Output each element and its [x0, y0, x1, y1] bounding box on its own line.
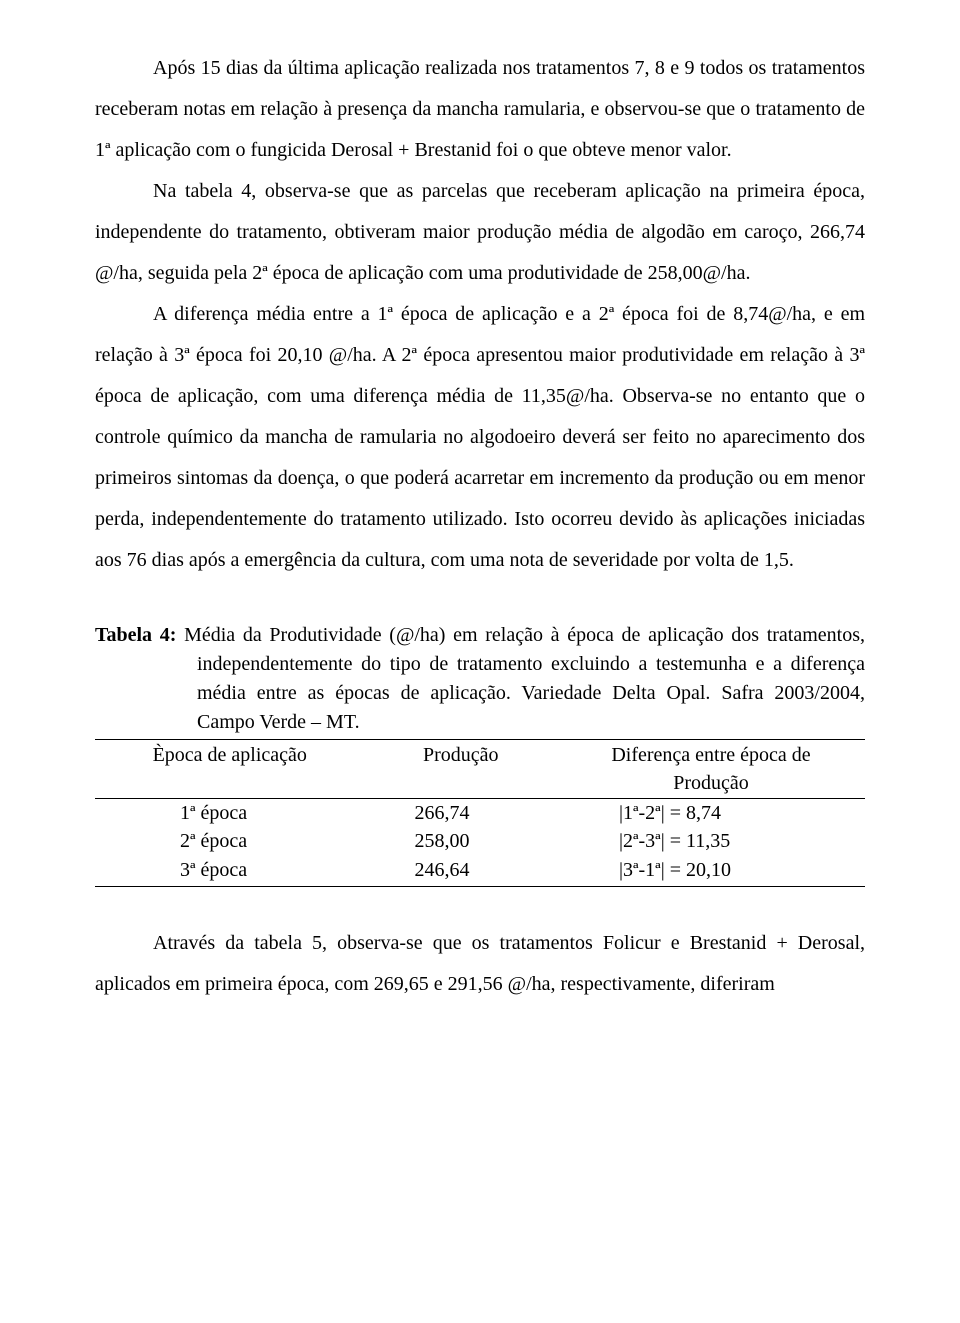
body-paragraph-3: A diferença média entre a 1ª época de ap…: [95, 294, 865, 581]
cell-prod: 258,00: [365, 827, 558, 855]
cell-diff: |3ª-1ª| = 20,10: [557, 856, 865, 887]
cell-epoca: 3ª época: [95, 856, 365, 887]
cell-epoca: 2ª época: [95, 827, 365, 855]
table-4-label: Tabela 4:: [95, 624, 176, 646]
cell-prod: 246,64: [365, 856, 558, 887]
table-4-caption: Tabela 4: Média da Produtividade (@/ha) …: [95, 621, 865, 737]
table-4-caption-text: Média da Produtividade (@/ha) em relação…: [184, 624, 865, 733]
table-header-row: Època de aplicação Produção Diferença en…: [95, 740, 865, 799]
table-row: 2ª época 258,00 |2ª-3ª| = 11,35: [95, 827, 865, 855]
table-header-diff-line1: Diferença entre época de: [611, 744, 810, 766]
body-paragraph-1: Após 15 dias da última aplicação realiza…: [95, 48, 865, 171]
table-row: 3ª época 246,64 |3ª-1ª| = 20,10: [95, 856, 865, 887]
body-paragraph-4: Através da tabela 5, observa-se que os t…: [95, 923, 865, 1005]
table-4: Època de aplicação Produção Diferença en…: [95, 739, 865, 887]
cell-diff: |2ª-3ª| = 11,35: [557, 827, 865, 855]
table-header-producao: Produção: [365, 740, 558, 799]
cell-prod: 266,74: [365, 799, 558, 828]
table-header-diff-line2: Produção: [673, 772, 749, 794]
table-row: 1ª época 266,74 |1ª-2ª| = 8,74: [95, 799, 865, 828]
cell-epoca: 1ª época: [95, 799, 365, 828]
table-header-epoca: Època de aplicação: [95, 740, 365, 799]
body-paragraph-2: Na tabela 4, observa-se que as parcelas …: [95, 171, 865, 294]
cell-diff: |1ª-2ª| = 8,74: [557, 799, 865, 828]
table-header-diff: Diferença entre época de Produção: [557, 740, 865, 799]
